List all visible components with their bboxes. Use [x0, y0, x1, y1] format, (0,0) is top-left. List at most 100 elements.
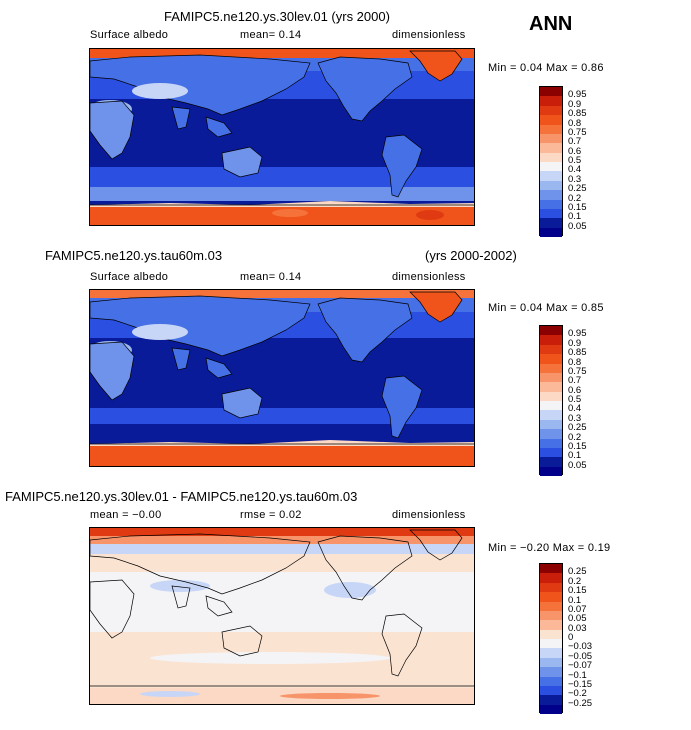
colorbar-swatch: [540, 391, 562, 401]
panel3-minmax-label: Min = −0.20 Max = 0.19: [488, 542, 611, 554]
colorbar-tick-label: −0.07: [568, 660, 593, 672]
colorbar-tick-label: 0.85: [568, 347, 587, 359]
colorbar-tick-label: 0.4: [568, 403, 582, 415]
panel3-colorbar: [539, 563, 563, 714]
colorbar-swatch: [540, 326, 562, 336]
panel3-units-label: dimensionless: [392, 509, 466, 521]
colorbar-tick-label: 0.95: [568, 328, 587, 340]
panel2-mean-label: mean= 0.14: [240, 271, 302, 283]
colorbar-tick-label: 0.5: [568, 155, 582, 166]
panel1-mean-label: mean= 0.14: [240, 29, 302, 41]
colorbar-tick-label: 0.1: [568, 450, 582, 462]
colorbar-tick-label: 0.7: [568, 375, 582, 387]
colorbar-swatch: [540, 592, 562, 602]
panel1-minmax-label: Min = 0.04 Max = 0.86: [488, 62, 604, 74]
colorbar-swatch: [540, 152, 562, 162]
colorbar-swatch: [540, 695, 562, 705]
colorbar-tick-label: 0.5: [568, 394, 582, 405]
colorbar-swatch: [540, 667, 562, 677]
colorbar-swatch: [540, 573, 562, 583]
colorbar-swatch: [540, 105, 562, 116]
colorbar-tick-label: 0.7: [568, 136, 582, 148]
colorbar-swatch: [540, 620, 562, 630]
colorbar-tick-label: 0.1: [568, 594, 582, 606]
colorbar-swatch: [540, 601, 562, 611]
colorbar-swatch: [540, 208, 562, 219]
colorbar-tick-label: 0.9: [568, 337, 582, 349]
colorbar-tick-label: 0.25: [568, 183, 587, 195]
panel2-units-label: dimensionless: [392, 271, 466, 283]
colorbar-swatch: [540, 447, 562, 458]
panel1-units-label: dimensionless: [392, 29, 466, 41]
colorbar-swatch: [540, 87, 562, 97]
colorbar-tick-label: 0.03: [568, 622, 587, 634]
colorbar-swatch: [540, 582, 562, 593]
panel2-variable-label: Surface albedo: [90, 271, 169, 283]
colorbar-tick-label: 0: [568, 632, 574, 643]
panel2-title-years: (yrs 2000-2002): [425, 248, 517, 263]
colorbar-tick-label: 0.1: [568, 211, 582, 223]
colorbar-swatch: [540, 344, 562, 355]
colorbar-tick-label: 0.85: [568, 108, 587, 120]
colorbar-swatch: [540, 190, 562, 200]
colorbar-tick-label: 0.2: [568, 192, 582, 204]
colorbar-tick-label: 0.9: [568, 98, 582, 110]
panel3-mean-label: mean = −0.00: [90, 509, 162, 521]
colorbar-swatch: [540, 657, 562, 668]
colorbar-swatch: [540, 438, 562, 448]
colorbar-tick-label: 0.2: [568, 431, 582, 443]
colorbar-swatch: [540, 457, 562, 467]
colorbar-tick-label: 0.05: [568, 459, 587, 471]
panel2-minmax-label: Min = 0.04 Max = 0.85: [488, 302, 604, 314]
colorbar-swatch: [540, 218, 562, 228]
colorbar-tick-label: −0.25: [568, 697, 593, 709]
colorbar-tick-label: 0.25: [568, 566, 587, 578]
colorbar-swatch: [540, 96, 562, 106]
colorbar-swatch: [540, 171, 562, 181]
colorbar-swatch: [540, 610, 562, 621]
colorbar-swatch: [540, 648, 562, 658]
colorbar-tick-label: 0.95: [568, 89, 587, 101]
colorbar-swatch: [540, 410, 562, 420]
colorbar-swatch: [540, 382, 562, 392]
colorbar-swatch: [540, 629, 562, 639]
colorbar-swatch: [540, 466, 562, 476]
colorbar-swatch: [540, 676, 562, 686]
panel3-title: FAMIPC5.ne120.ys.30lev.01 - FAMIPC5.ne12…: [5, 489, 358, 504]
colorbar-swatch: [540, 124, 562, 134]
season-label: ANN: [529, 13, 573, 35]
colorbar-swatch: [540, 227, 562, 237]
colorbar-swatch: [540, 162, 562, 172]
colorbar-swatch: [540, 354, 562, 364]
panel1-map: [89, 48, 475, 226]
colorbar-tick-label: −0.15: [568, 678, 593, 690]
colorbar-tick-label: −0.05: [568, 650, 593, 662]
panel2-map: [89, 289, 475, 467]
colorbar-swatch: [540, 419, 562, 430]
colorbar-swatch: [540, 199, 562, 209]
panel3-rmse-label: rmse = 0.02: [240, 509, 302, 521]
colorbar-swatch: [540, 564, 562, 574]
colorbar-swatch: [540, 115, 562, 125]
panel1-variable-label: Surface albedo: [90, 29, 169, 41]
colorbar-swatch: [540, 639, 562, 649]
colorbar-tick-label: 0.75: [568, 365, 587, 377]
colorbar-tick-label: 0.75: [568, 126, 587, 138]
colorbar-swatch: [540, 133, 562, 144]
colorbar-tick-label: 0.2: [568, 575, 582, 587]
colorbar-swatch: [540, 143, 562, 153]
panel1-title: FAMIPC5.ne120.ys.30lev.01 (yrs 2000): [164, 9, 390, 24]
colorbar-tick-label: 0.05: [568, 613, 587, 625]
panel2-title: FAMIPC5.ne120.ys.tau60m.03: [45, 248, 223, 263]
panel2-colorbar: [539, 325, 563, 476]
colorbar-tick-label: −0.03: [568, 641, 593, 653]
colorbar-swatch: [540, 363, 562, 373]
colorbar-tick-label: 0.15: [568, 585, 587, 597]
colorbar-tick-label: 0.8: [568, 117, 582, 129]
colorbar-swatch: [540, 685, 562, 696]
colorbar-swatch: [540, 372, 562, 383]
colorbar-tick-label: 0.15: [568, 201, 587, 213]
colorbar-tick-label: 0.8: [568, 356, 582, 368]
colorbar-swatch: [540, 401, 562, 411]
panel1-colorbar: [539, 86, 563, 237]
